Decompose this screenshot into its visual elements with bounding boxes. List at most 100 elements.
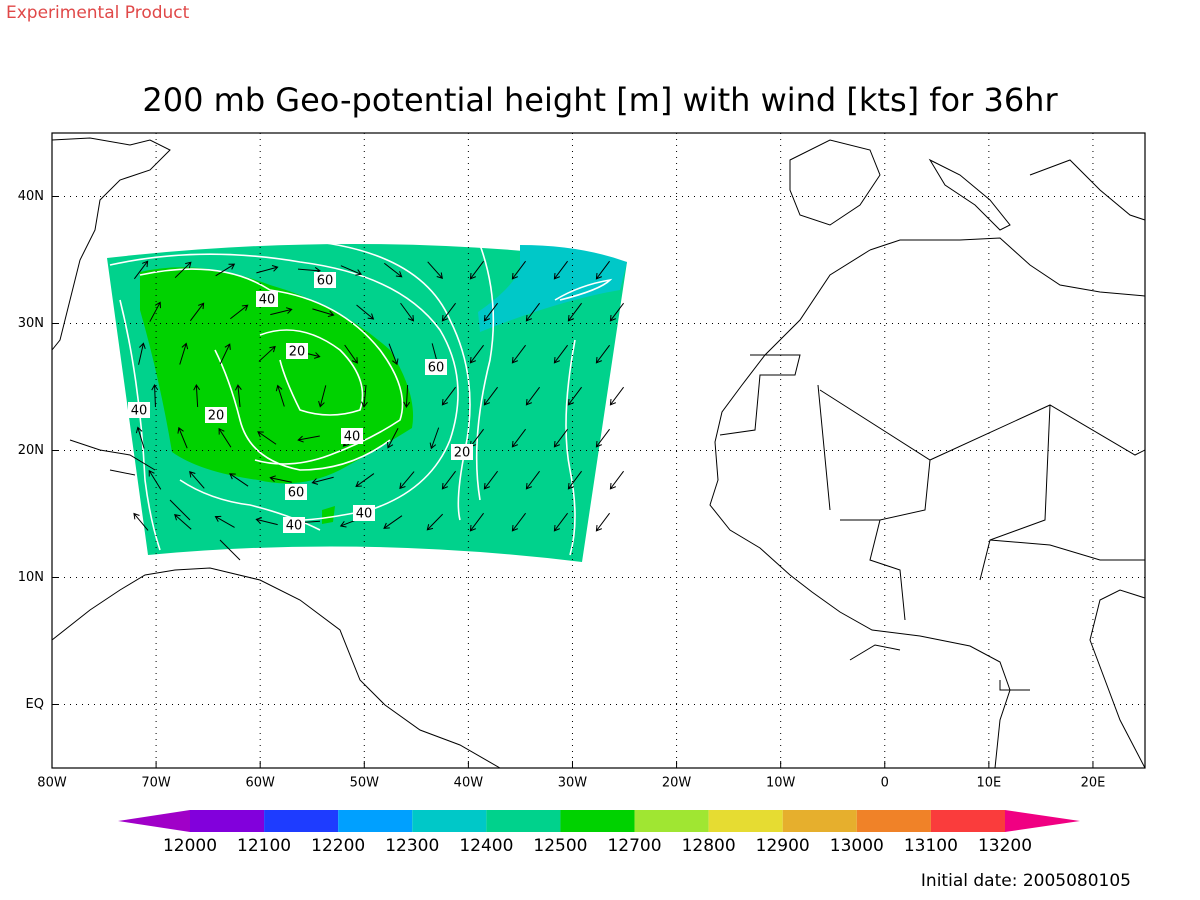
y-tick-label: 20N [18, 443, 44, 458]
wind-arrow [483, 470, 498, 490]
wind-arrow [553, 512, 568, 532]
wind-arrow [133, 512, 149, 531]
wind-arrow [275, 384, 285, 407]
x-tick-label: 0 [881, 776, 889, 791]
colorbar-box [486, 810, 561, 832]
wind-arrow [553, 428, 568, 448]
wind-arrow [511, 428, 526, 448]
top-label: Experimental Product [6, 3, 190, 23]
field-region [478, 245, 627, 332]
colorbar-label: 13000 [830, 836, 884, 856]
contour-label-box [425, 359, 447, 375]
wind-arrow [215, 263, 236, 277]
wind-arrow [469, 512, 484, 532]
wind-arrow [387, 427, 399, 449]
colorbar-label: 12500 [533, 836, 587, 856]
contour-label-box [451, 444, 473, 460]
wind-arrow [553, 344, 568, 364]
y-tick-label: 10N [18, 570, 44, 585]
wind-arrow [609, 470, 624, 490]
colorbar-box [264, 810, 339, 832]
colorbar-box [190, 810, 265, 832]
wind-arrow [218, 427, 232, 448]
colorbar-label: 12200 [311, 836, 365, 856]
colorbar-extend-low [118, 810, 190, 832]
wind-arrow [403, 384, 411, 408]
y-tick-label: 40N [18, 189, 44, 204]
wind-arrow [356, 304, 375, 320]
wind-arrow [258, 345, 276, 362]
wind-arrow [174, 514, 192, 530]
coastlines [52, 137, 1145, 768]
x-tick-label: 20E [1081, 776, 1106, 791]
wind-arrow [429, 427, 440, 450]
contour-label: 60 [288, 486, 305, 501]
colorbar-label: 13100 [904, 836, 958, 856]
wind-arrow [135, 426, 145, 449]
contour-label-box [205, 407, 227, 423]
grid [51, 133, 1145, 768]
contour-label: 60 [428, 361, 445, 376]
wind-arrow [189, 470, 205, 489]
wind-arrow [189, 302, 205, 322]
wind-arrow [193, 384, 201, 408]
contour-label-box [353, 505, 375, 521]
colorbar-label: 12700 [607, 836, 661, 856]
wind-arrow [344, 344, 358, 364]
wind-arrow [525, 470, 540, 490]
wind-arrow [511, 260, 526, 280]
x-tick-label: 30W [558, 776, 588, 791]
wind-arrow [355, 473, 375, 488]
wind-arrow [297, 435, 320, 443]
colorbar: 12000 12100 12200 12300 12400 12500 12700 12800… [118, 810, 1080, 856]
wind-arrow [483, 302, 498, 322]
wind-arrow [525, 302, 540, 322]
colorbar-box [708, 810, 783, 832]
wind-arrow [525, 386, 540, 406]
wind-arrow [234, 384, 242, 407]
wind-arrow [138, 342, 146, 365]
wind-arrow [214, 515, 235, 528]
contour-label-box [341, 428, 363, 444]
x-tick-label: 40W [454, 776, 484, 791]
wind-arrow [399, 471, 415, 490]
x-tick-label: 10E [976, 776, 1001, 791]
wind-arrow [483, 386, 498, 406]
x-tick-label: 50W [350, 776, 380, 791]
wind-arrow [270, 307, 293, 316]
wind-arrow [177, 426, 188, 449]
contour-label-box [286, 343, 308, 359]
colorbar-box [338, 810, 413, 832]
wind-arrow [311, 476, 334, 485]
wind-arrow [609, 386, 624, 406]
contour-label: 40 [131, 404, 148, 419]
chart-title: 200 mb Geo-potential height [m] with win… [142, 81, 1058, 119]
wind-arrow [312, 308, 335, 318]
wind-arrow [441, 302, 456, 322]
colorbar-label: 12300 [385, 836, 439, 856]
wind-arrow [469, 344, 484, 364]
x-tick-label: 20W [662, 776, 692, 791]
field-region [322, 506, 335, 524]
wind-arrow [511, 512, 526, 532]
wind-arrow [230, 304, 249, 320]
colorbar-label: 13200 [978, 836, 1032, 856]
wind-arrow [174, 261, 192, 279]
wind-arrow [255, 517, 278, 526]
contour-label: 60 [317, 274, 334, 289]
colorbar-box [782, 810, 857, 832]
colorbar-box [634, 810, 709, 832]
contour-label-box [256, 291, 278, 307]
wind-arrow [133, 260, 149, 280]
x-tick-label: 80W [37, 776, 67, 791]
contour-label: 40 [356, 507, 373, 522]
contour-label: 20 [454, 446, 471, 461]
wind-arrow [388, 343, 399, 366]
contour-label-box [283, 517, 305, 533]
wind-arrow [149, 301, 161, 322]
colorbar-box [412, 810, 487, 832]
wind-arrow [383, 515, 403, 529]
colorbar-box [560, 810, 635, 832]
wind-arrow [595, 260, 610, 280]
colorbar-extend-high [1005, 810, 1080, 832]
